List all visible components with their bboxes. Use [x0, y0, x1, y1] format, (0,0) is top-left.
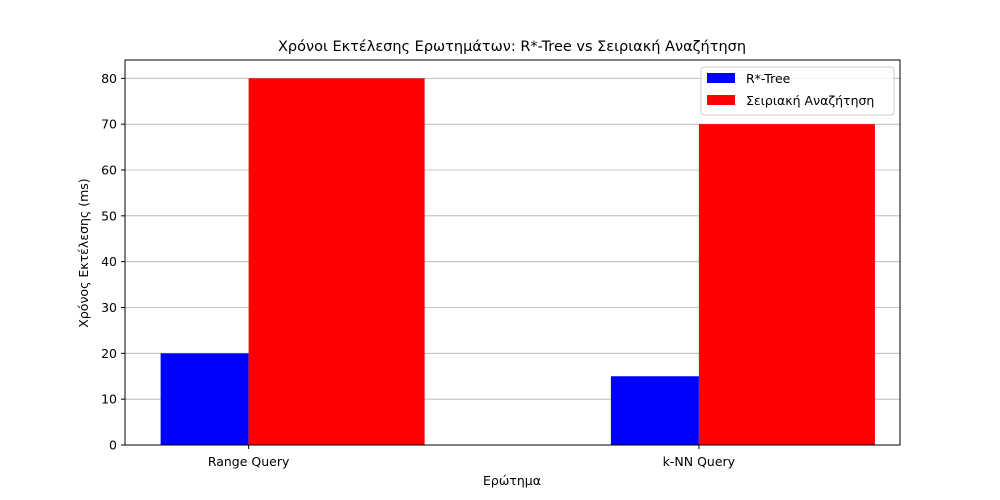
y-tick-label: 40: [101, 254, 117, 269]
x-axis-label: Ερώτημα: [483, 473, 541, 488]
y-tick-label: 0: [109, 438, 117, 453]
x-tick-label: k-NN Query: [663, 454, 736, 469]
x-tick-label: Range Query: [208, 454, 290, 469]
y-tick-label: 30: [101, 300, 117, 315]
y-tick-label: 60: [101, 163, 117, 178]
bars: [160, 78, 875, 446]
legend-label: R*-Tree: [746, 71, 791, 86]
legend-box: [700, 66, 895, 116]
y-tick-label: 20: [101, 346, 117, 361]
bar-rtree-2: [610, 376, 699, 445]
plot-frame: [124, 59, 901, 446]
legend-swatch: [707, 73, 735, 83]
axes: Range Query k-NN Query 0 10 20 30 40 50 60 70 80: [101, 59, 901, 469]
legend: R*-Tree Σειριακή Αναζήτηση: [700, 66, 895, 116]
y-tick-label: 70: [101, 117, 117, 132]
y-axis-label: Χρόνος Εκτέλεσης (ms): [76, 178, 91, 327]
y-tick-label: 10: [101, 392, 117, 407]
legend-swatch: [707, 95, 735, 105]
legend-label: Σειριακή Αναζήτηση: [746, 93, 874, 108]
y-tick-label: 80: [101, 71, 117, 86]
chart-title: Χρόνοι Εκτέλεσης Ερωτημάτων: R*-Tree vs …: [278, 39, 746, 55]
bar-rtree-1: [160, 353, 249, 445]
bar-serial-2: [698, 124, 875, 446]
y-tick-label: 50: [101, 208, 117, 223]
bar-serial-1: [248, 78, 425, 445]
